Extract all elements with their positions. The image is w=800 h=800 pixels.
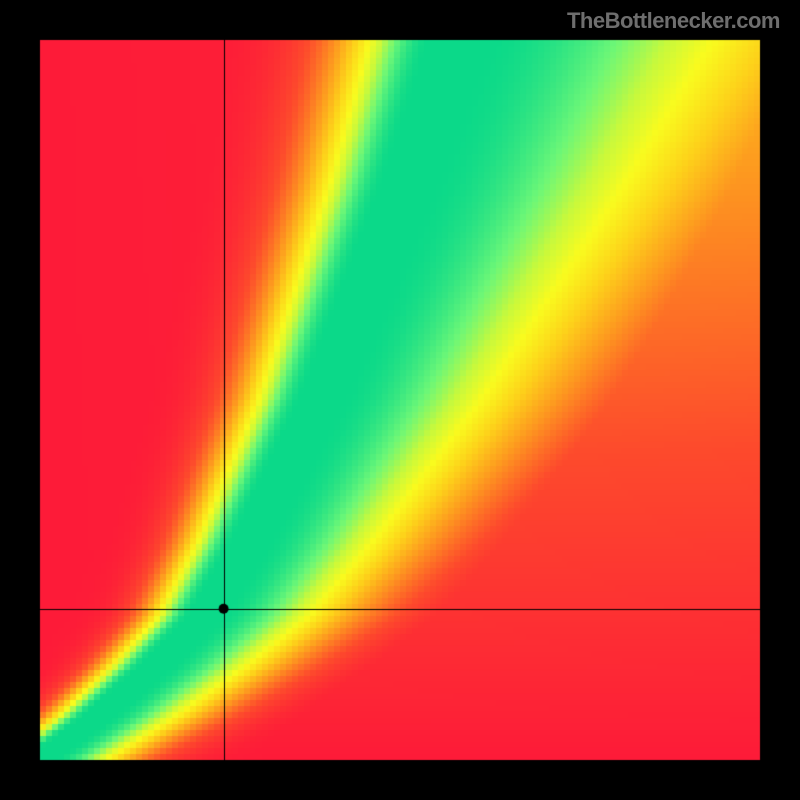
- watermark-text: TheBottlenecker.com: [567, 8, 780, 34]
- figure-root: TheBottlenecker.com: [0, 0, 800, 800]
- heatmap-canvas: [0, 0, 800, 800]
